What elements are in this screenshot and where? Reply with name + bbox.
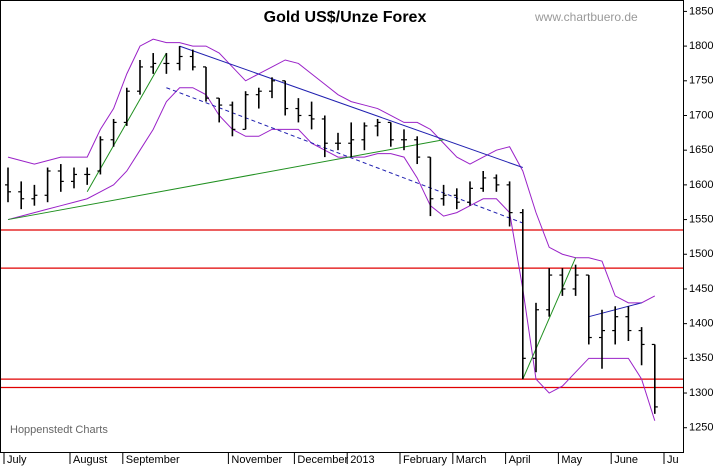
y-tick-label: 1400	[689, 318, 713, 330]
trend-line	[522, 257, 577, 380]
x-tick-label: December	[297, 454, 348, 466]
y-tick-label: 1600	[689, 179, 713, 191]
footer: Hoppenstedt Charts	[10, 424, 108, 436]
x-tick-label: August	[73, 454, 107, 466]
x-tick-label: 2013	[350, 454, 374, 466]
y-tick-label: 1250	[689, 422, 713, 434]
chart-title: Gold US$/Unze Forex	[264, 9, 427, 26]
y-tick-label: 1550	[689, 213, 713, 225]
y-tick-label: 1750	[689, 75, 713, 87]
x-tick-label: June	[614, 454, 638, 466]
trend-line	[179, 45, 523, 168]
trend-line	[166, 87, 523, 224]
y-tick-label: 1700	[689, 109, 713, 121]
y-tick-label: 1500	[689, 248, 713, 260]
x-tick-label: April	[509, 454, 531, 466]
x-tick-label: July	[7, 454, 27, 466]
y-tick-label: 1850	[689, 5, 713, 17]
band-upper	[7, 38, 656, 304]
x-tick-label: September	[126, 454, 180, 466]
y-tick-label: 1350	[689, 352, 713, 364]
x-tick-label: February	[403, 454, 448, 466]
y-tick-label: 1450	[689, 283, 713, 295]
x-tick-label: May	[561, 454, 582, 466]
band-lower	[7, 87, 656, 421]
plot-frame	[0, 0, 684, 453]
source: www.chartbuero.de	[534, 10, 638, 24]
x-tick-label: November	[231, 454, 282, 466]
y-tick-label: 1800	[689, 40, 713, 52]
y-tick-label: 1650	[689, 144, 713, 156]
x-tick-label: Ju	[667, 454, 679, 466]
x-tick-label: March	[456, 454, 487, 466]
trend-line	[7, 139, 444, 221]
y-tick-label: 1300	[689, 387, 713, 399]
